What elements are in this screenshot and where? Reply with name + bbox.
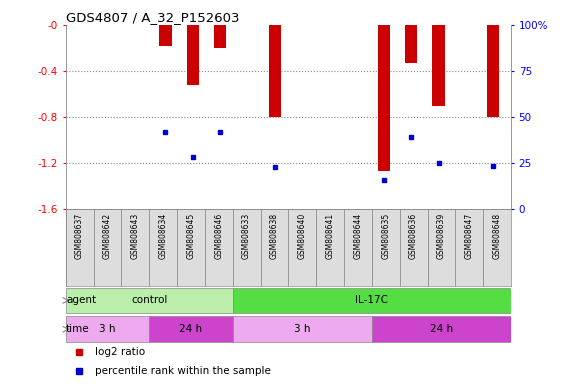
Bar	[66, 288, 233, 313]
Text: GSM808640: GSM808640	[297, 213, 307, 259]
Text: GSM808643: GSM808643	[131, 213, 140, 259]
Text: GSM808646: GSM808646	[214, 213, 223, 259]
Bar	[288, 209, 316, 286]
Bar	[316, 209, 344, 286]
Bar	[66, 316, 149, 342]
Text: percentile rank within the sample: percentile rank within the sample	[95, 366, 271, 376]
Bar	[405, 25, 417, 63]
Bar	[66, 209, 94, 286]
Text: GSM808635: GSM808635	[381, 213, 391, 259]
Bar	[400, 209, 428, 286]
Bar	[214, 25, 226, 48]
Text: time: time	[66, 324, 90, 334]
Text: GSM808641: GSM808641	[325, 213, 335, 259]
Text: GSM808639: GSM808639	[437, 213, 446, 259]
Text: log2 ratio: log2 ratio	[95, 347, 144, 357]
Text: agent: agent	[66, 295, 96, 306]
Bar	[432, 25, 445, 106]
Bar	[149, 209, 177, 286]
Bar	[372, 316, 511, 342]
Bar	[187, 25, 199, 85]
Text: 24 h: 24 h	[430, 324, 453, 334]
Text: 3 h: 3 h	[99, 324, 116, 334]
Text: GSM808637: GSM808637	[75, 213, 84, 259]
Bar	[122, 209, 149, 286]
Bar	[233, 316, 372, 342]
Bar	[177, 209, 205, 286]
Bar	[159, 25, 171, 46]
Text: GSM808642: GSM808642	[103, 213, 112, 259]
Text: GDS4807 / A_32_P152603: GDS4807 / A_32_P152603	[66, 11, 239, 24]
Bar	[149, 316, 233, 342]
Text: 3 h: 3 h	[294, 324, 311, 334]
Bar	[487, 25, 500, 117]
Bar	[344, 209, 372, 286]
Bar	[372, 209, 400, 286]
Bar	[456, 209, 483, 286]
Text: GSM808645: GSM808645	[186, 213, 195, 259]
Bar	[260, 209, 288, 286]
Bar	[483, 209, 511, 286]
Text: GSM808634: GSM808634	[159, 213, 168, 259]
Bar	[233, 288, 511, 313]
Text: GSM808644: GSM808644	[353, 213, 363, 259]
Bar	[94, 209, 122, 286]
Text: control: control	[131, 295, 167, 306]
Text: IL-17C: IL-17C	[355, 295, 388, 306]
Text: GSM808638: GSM808638	[270, 213, 279, 259]
Bar	[378, 25, 390, 171]
Bar	[233, 209, 260, 286]
Text: GSM808636: GSM808636	[409, 213, 418, 259]
Bar	[428, 209, 456, 286]
Text: 24 h: 24 h	[179, 324, 203, 334]
Bar	[268, 25, 281, 117]
Text: GSM808633: GSM808633	[242, 213, 251, 259]
Bar	[205, 209, 233, 286]
Text: GSM808648: GSM808648	[493, 213, 502, 259]
Text: GSM808647: GSM808647	[465, 213, 474, 259]
